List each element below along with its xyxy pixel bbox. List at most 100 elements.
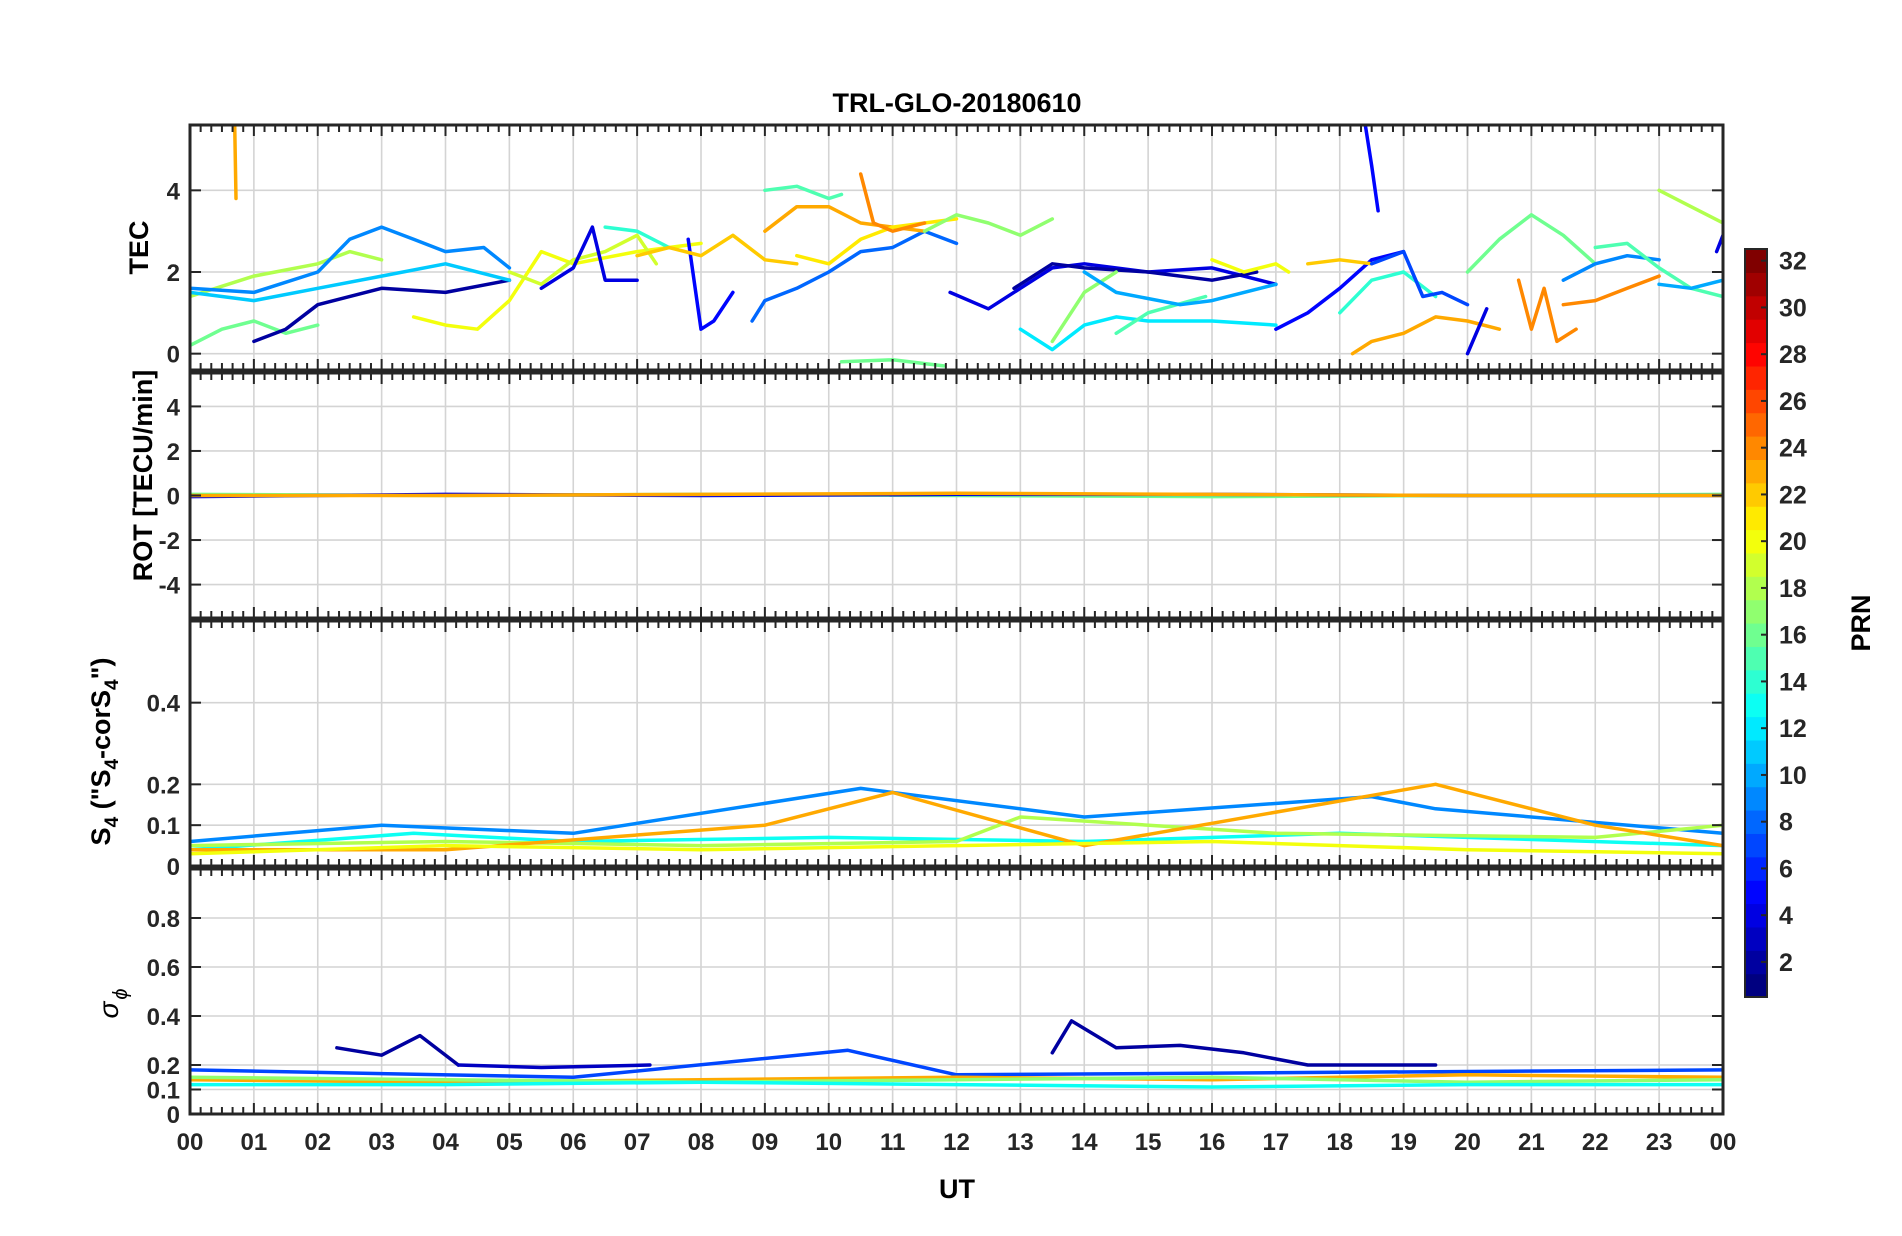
x-tick-label: 01 [241,1129,268,1156]
series-group-s4 [190,782,1723,856]
y-tick-label: 0 [167,1102,180,1129]
colorbar-segment [1745,552,1767,577]
colorbar-tick-label: 32 [1779,248,1807,276]
colorbar-segment [1745,716,1767,741]
colorbar-tick-label: 18 [1779,575,1807,603]
y-tick-label: 4 [167,178,181,205]
series-line-prn-20 [1210,258,1291,274]
colorbar-tick-label: 26 [1779,388,1807,416]
x-tick-label: 17 [1263,1129,1290,1156]
series-line-prn-5 [686,237,735,331]
colorbar-segment [1745,903,1767,928]
colorbar-segment [1745,576,1767,601]
y-axis-label-part: ϕ [110,988,132,999]
y-axis-label-part: S [86,827,116,845]
y-tick-label: 4 [167,394,181,421]
colorbar-segment [1745,833,1767,858]
colorbar-tick-label: 14 [1779,668,1807,696]
x-tick-label: 22 [1582,1129,1609,1156]
panel-s4: 00.10.20.4S4 ("S4-corS4") [86,619,1725,881]
colorbar-segment [1745,693,1767,718]
x-axis-label: UT [939,1174,975,1204]
x-tick-label: 03 [368,1129,395,1156]
x-tick-label: 18 [1326,1129,1353,1156]
chart-title: TRL-GLO-20180610 [832,88,1081,118]
series-line-prn-16 [1465,213,1598,274]
colorbar-segment [1745,506,1767,531]
series-line-prn-14 [1338,270,1438,315]
x-tick-label: 02 [304,1129,331,1156]
x-tick-label: 13 [1007,1129,1034,1156]
colorbar-segment [1745,319,1767,344]
colorbar-segment [1745,763,1767,788]
y-axis-label-part: 4 [102,816,123,827]
colorbar-segment [1745,272,1767,297]
x-tick-label: 21 [1518,1129,1545,1156]
y-axis-label-part: -corS [86,690,116,759]
series-group-sigma [190,1019,1723,1089]
x-tick-label: 12 [943,1129,970,1156]
series-line-prn-23 [190,1073,1723,1084]
y-axis-label-part: ") [86,658,116,680]
y-tick-label: 0.1 [147,1078,180,1105]
y-axis-label: ROT [TECU/min] [128,370,158,581]
series-line-prn-17 [922,213,1055,238]
colorbar-segment [1745,810,1767,834]
panel-rot: -4 -2 0 2 4 ROT [TECU/min] [128,370,1725,620]
x-tick-label: 20 [1454,1129,1481,1156]
series-line-prn-23 [232,125,238,201]
y-tick-label: 0.4 [147,1004,181,1031]
x-tick-label: 11 [880,1129,905,1156]
series-line-prn-15 [1114,294,1208,336]
series-line-prn-4 [1465,307,1489,356]
colorbar-segment [1745,973,1767,998]
series-line-prn-14 [603,225,671,250]
colorbar-tick-label: 30 [1779,294,1807,322]
x-tick-label: 19 [1390,1129,1417,1156]
colorbar-segment [1745,412,1767,437]
series-line-prn-5 [1274,249,1406,331]
y-tick-label: 0.1 [147,813,180,840]
series-line-prn-15 [763,184,844,201]
colorbar-segment [1745,786,1767,811]
y-tick-label: 0 [167,854,180,881]
axes-frame-tec [188,123,1725,372]
series-line-prn-24 [1561,274,1661,307]
grid-s4 [190,621,1723,867]
series-line-prn-18 [1657,188,1723,225]
series-line-prn-23 [190,491,1723,498]
y-axis-label-part: 4 [102,759,123,770]
x-tick-label: 00 [177,1129,204,1156]
x-tick-label: 16 [1199,1129,1226,1156]
panel-tec: 0 2 4 TEC [124,123,1725,372]
colorbar-segment [1745,669,1767,694]
y-axis-label: σϕ [93,988,132,1018]
x-tick-label: 05 [496,1129,523,1156]
colorbar-segment [1745,365,1767,390]
colorbar-segment [1745,436,1767,460]
series-line-prn-7 [190,1048,1723,1080]
y-tick-label: -4 [159,573,181,600]
x-tick-label: 08 [688,1129,715,1156]
colorbar-tick-label: 8 [1779,809,1793,837]
colorbar-label: PRN [1846,594,1876,651]
y-axis-label: S4 ("S4-corS4") [86,658,123,846]
series-line-prn-18 [190,815,1723,848]
colorbar-segment [1745,389,1767,414]
y-tick-label: 0.8 [147,906,180,933]
colorbar-segment [1745,599,1767,624]
y-tick-label: 2 [167,439,180,466]
series-group-tec [190,125,1723,368]
colorbar-segment [1745,739,1767,764]
series-line-prn-24 [858,172,927,233]
x-tick-labels: 00 01 02 03 04 05 06 07 08 09 10 11 12 13 14 15 16 17 18 19… [177,1129,1737,1156]
x-tick-label: 09 [752,1129,779,1156]
colorbar-tick-label: 6 [1779,855,1793,883]
colorbar-segment [1745,926,1767,951]
colorbar-segment [1745,529,1767,554]
y-tick-label: 0.4 [147,691,181,718]
panel-sigma: 00.10.2 0.4 0.6 0.8 σϕ [93,867,1725,1129]
series-line-prn-18 [190,249,384,299]
